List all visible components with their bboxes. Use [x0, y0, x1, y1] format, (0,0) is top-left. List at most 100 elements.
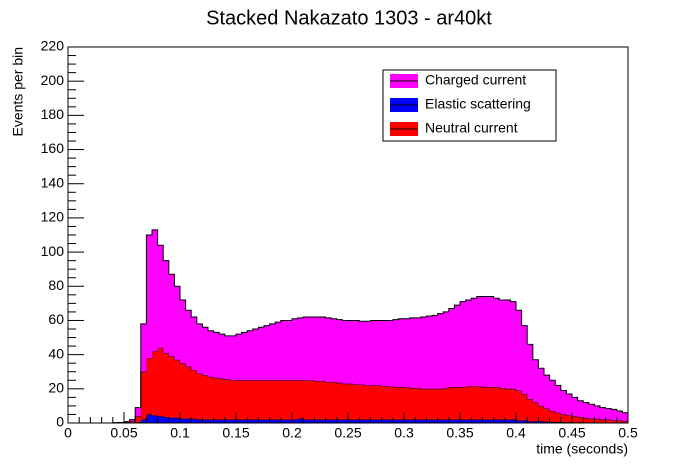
- histogram-bar: [303, 419, 310, 423]
- histogram-bar: [616, 411, 623, 421]
- histogram-bar: [588, 404, 595, 419]
- histogram-bar: [538, 405, 545, 422]
- histogram-bar: [280, 419, 287, 423]
- histogram-bar: [174, 359, 181, 418]
- histogram-bar: [314, 317, 321, 382]
- histogram-bar: [297, 317, 304, 381]
- histogram-bar: [331, 381, 338, 420]
- histogram-bar: [572, 416, 578, 423]
- histogram-bar: [622, 412, 629, 422]
- histogram-bar: [252, 329, 259, 381]
- histogram-bar: [336, 419, 343, 423]
- histogram-bar: [275, 380, 282, 420]
- histogram-bar: [208, 419, 214, 423]
- histogram-bar: [404, 387, 410, 420]
- histogram-bar: [387, 386, 394, 420]
- histogram-bar: [460, 301, 466, 388]
- histogram-bar: [488, 419, 494, 423]
- y-tick-label: 120: [41, 209, 65, 225]
- histogram-bar: [325, 419, 332, 423]
- histogram-bar: [555, 385, 562, 413]
- y-tick-label: 40: [48, 345, 64, 361]
- histogram-bar: [308, 380, 315, 420]
- histogram-bar: [398, 387, 405, 420]
- x-tick-label: 0.25: [334, 425, 361, 441]
- histogram-bar: [236, 419, 242, 423]
- histogram-bar: [566, 415, 573, 423]
- histogram-bar: [180, 299, 186, 364]
- y-tick-label: 200: [41, 72, 65, 88]
- histogram-bar: [252, 380, 259, 420]
- histogram-bar: [616, 420, 623, 423]
- histogram-bar: [185, 310, 192, 367]
- histogram-bar: [292, 419, 298, 423]
- histogram-bar: [280, 320, 287, 381]
- y-tick-label: 160: [41, 140, 65, 156]
- histogram-bar: [404, 318, 410, 388]
- histogram-bar: [286, 320, 293, 381]
- histogram-bar: [275, 322, 282, 381]
- histogram-bar: [398, 318, 405, 388]
- histogram-bar: [202, 375, 209, 420]
- histogram-bar: [163, 260, 170, 353]
- histogram-bar: [611, 409, 618, 421]
- histogram-bar: [448, 387, 455, 420]
- histogram-bar: [420, 419, 427, 423]
- histogram-bar: [331, 318, 338, 382]
- y-tick-label: 80: [48, 277, 64, 293]
- histogram-bar: [336, 319, 343, 383]
- histogram-bar: [532, 359, 539, 403]
- y-tick-label: 20: [48, 380, 64, 396]
- histogram-bar: [185, 418, 192, 423]
- histogram-bar: [387, 320, 394, 387]
- histogram-bar: [168, 417, 175, 423]
- histogram-bar: [521, 393, 528, 421]
- histogram-bar: [247, 380, 254, 420]
- histogram-bar: [146, 235, 153, 359]
- histogram-bar: [387, 419, 394, 423]
- histogram-bar: [611, 420, 618, 423]
- y-tick-label: 180: [41, 106, 65, 122]
- histogram-bar: [303, 317, 310, 381]
- histogram-bar: [269, 380, 276, 420]
- histogram-bar: [392, 387, 399, 420]
- histogram-bar: [247, 330, 254, 381]
- histogram-bar: [264, 419, 270, 423]
- histogram-bar: [208, 330, 214, 377]
- histogram-bar: [465, 419, 472, 423]
- histogram-bar: [532, 402, 539, 422]
- histogram-bar: [409, 317, 416, 388]
- x-tick-label: 0.4: [506, 425, 526, 441]
- histogram-bar: [460, 419, 466, 423]
- histogram-bar: [443, 419, 450, 423]
- histogram-bar: [320, 419, 326, 423]
- histogram-bar: [364, 321, 371, 386]
- histogram-bar: [269, 419, 276, 423]
- histogram-bar: [180, 418, 186, 423]
- x-tick-label: 0.05: [110, 425, 137, 441]
- histogram-bar: [521, 325, 528, 394]
- histogram-bar: [577, 417, 584, 423]
- histogram-bar: [146, 358, 153, 415]
- y-tick-label: 100: [41, 243, 65, 259]
- histogram-bar: [168, 274, 175, 357]
- histogram-bar: [499, 419, 506, 423]
- histogram-bar: [544, 408, 550, 422]
- histogram-bar: [224, 419, 231, 423]
- chart-title: Stacked Nakazato 1303 - ar40kt: [206, 7, 492, 29]
- histogram-bar: [292, 380, 298, 420]
- histogram-bar: [409, 419, 416, 423]
- histogram-bar: [286, 419, 293, 423]
- histogram-bar: [163, 352, 170, 418]
- histogram-bar: [359, 321, 366, 385]
- histogram-bar: [426, 388, 433, 420]
- histogram-bar: [331, 419, 338, 423]
- histogram-bar: [437, 419, 444, 423]
- histogram-bar: [191, 370, 198, 419]
- histogram-bar: [544, 421, 550, 423]
- histogram-bar: [572, 397, 578, 417]
- histogram-bar: [202, 419, 209, 423]
- legend-label: Neutral current: [425, 120, 518, 136]
- histogram-bar: [527, 421, 534, 423]
- histogram-bar: [583, 402, 590, 418]
